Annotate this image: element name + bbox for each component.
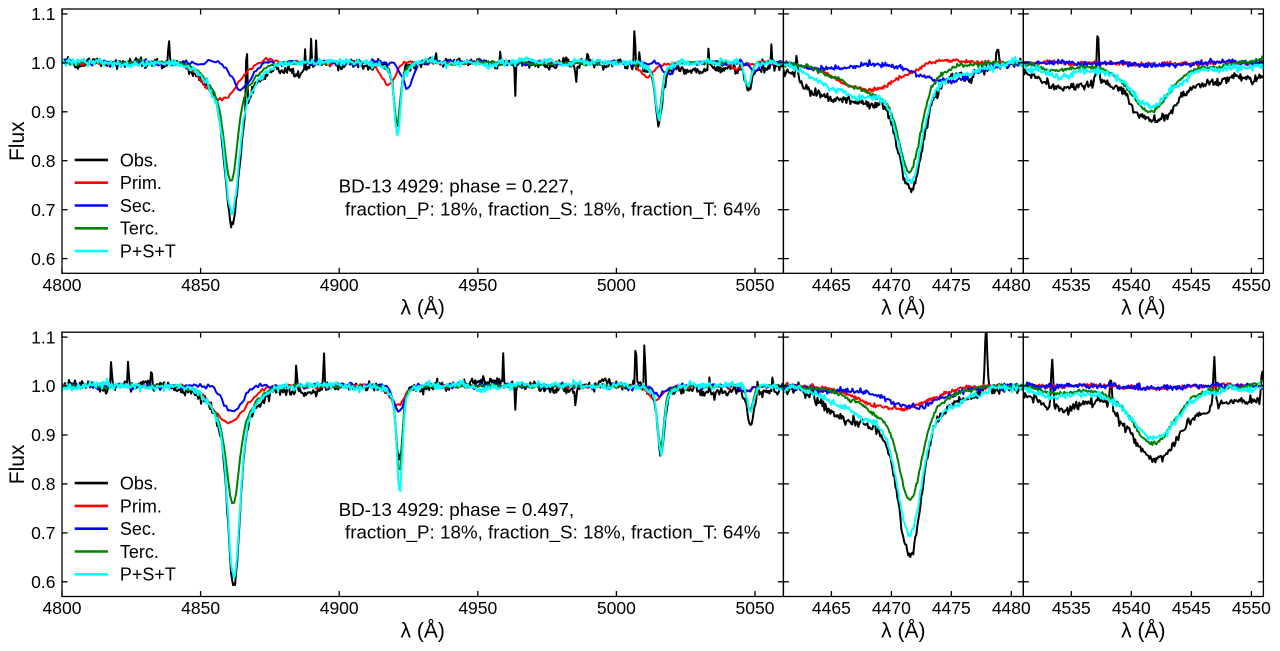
svg-text:1.1: 1.1 <box>31 327 55 347</box>
svg-text:1.0: 1.0 <box>31 53 56 73</box>
svg-text:4800: 4800 <box>43 598 82 618</box>
svg-text:λ (Å): λ (Å) <box>1121 296 1165 319</box>
svg-text:P+S+T: P+S+T <box>120 242 176 262</box>
svg-text:λ (Å): λ (Å) <box>1121 620 1165 643</box>
svg-text:λ (Å): λ (Å) <box>881 620 925 643</box>
svg-text:4480: 4480 <box>992 275 1031 295</box>
svg-text:fraction_P: 18%, fraction_S: 1: fraction_P: 18%, fraction_S: 18%, fracti… <box>345 522 761 544</box>
svg-text:4475: 4475 <box>932 598 971 618</box>
svg-text:4545: 4545 <box>1172 275 1211 295</box>
svg-text:1.1: 1.1 <box>31 4 55 24</box>
svg-text:0.6: 0.6 <box>31 249 55 269</box>
svg-text:Obs.: Obs. <box>120 474 158 494</box>
svg-text:Flux: Flux <box>6 121 29 161</box>
svg-text:5000: 5000 <box>597 598 636 618</box>
svg-text:4545: 4545 <box>1172 598 1211 618</box>
svg-text:Obs.: Obs. <box>120 150 158 170</box>
svg-text:4475: 4475 <box>932 275 971 295</box>
svg-text:4535: 4535 <box>1052 598 1091 618</box>
svg-text:0.7: 0.7 <box>31 200 55 220</box>
svg-text:fraction_P: 18%, fraction_S: 1: fraction_P: 18%, fraction_S: 18%, fracti… <box>345 198 761 220</box>
svg-text:4950: 4950 <box>458 598 497 618</box>
svg-text:Terc.: Terc. <box>120 542 159 562</box>
svg-text:4465: 4465 <box>812 275 851 295</box>
svg-text:0.8: 0.8 <box>31 474 55 494</box>
svg-text:λ (Å): λ (Å) <box>401 620 445 643</box>
svg-text:1.0: 1.0 <box>31 376 56 396</box>
svg-text:4535: 4535 <box>1052 275 1091 295</box>
svg-text:BD-13 4929: phase = 0.497,: BD-13 4929: phase = 0.497, <box>339 499 574 520</box>
svg-text:Terc.: Terc. <box>120 219 159 239</box>
svg-text:0.6: 0.6 <box>31 572 55 592</box>
svg-text:5050: 5050 <box>736 275 775 295</box>
svg-text:Sec.: Sec. <box>120 519 156 539</box>
svg-text:4540: 4540 <box>1112 275 1151 295</box>
svg-text:Sec.: Sec. <box>120 196 156 216</box>
svg-text:4900: 4900 <box>320 275 359 295</box>
svg-text:BD-13 4929: phase = 0.227,: BD-13 4929: phase = 0.227, <box>339 176 574 197</box>
svg-text:5050: 5050 <box>736 598 775 618</box>
svg-text:4540: 4540 <box>1112 598 1151 618</box>
svg-text:4470: 4470 <box>872 275 911 295</box>
svg-text:Prim.: Prim. <box>120 173 162 193</box>
svg-text:4465: 4465 <box>812 598 851 618</box>
svg-text:4480: 4480 <box>992 598 1031 618</box>
svg-text:4950: 4950 <box>458 275 497 295</box>
svg-text:4900: 4900 <box>320 598 359 618</box>
svg-text:4550: 4550 <box>1232 275 1271 295</box>
svg-text:4470: 4470 <box>872 598 911 618</box>
svg-text:0.7: 0.7 <box>31 523 55 543</box>
svg-text:0.9: 0.9 <box>31 102 55 122</box>
svg-text:0.8: 0.8 <box>31 151 55 171</box>
svg-text:0.9: 0.9 <box>31 425 55 445</box>
svg-text:5000: 5000 <box>597 275 636 295</box>
svg-text:P+S+T: P+S+T <box>120 565 176 585</box>
svg-text:4800: 4800 <box>43 275 82 295</box>
svg-text:4850: 4850 <box>181 598 220 618</box>
svg-text:4550: 4550 <box>1232 598 1271 618</box>
svg-text:Prim.: Prim. <box>120 496 162 516</box>
svg-text:λ (Å): λ (Å) <box>401 296 445 319</box>
svg-text:4850: 4850 <box>181 275 220 295</box>
svg-text:Flux: Flux <box>6 444 29 484</box>
svg-text:λ (Å): λ (Å) <box>881 296 925 319</box>
